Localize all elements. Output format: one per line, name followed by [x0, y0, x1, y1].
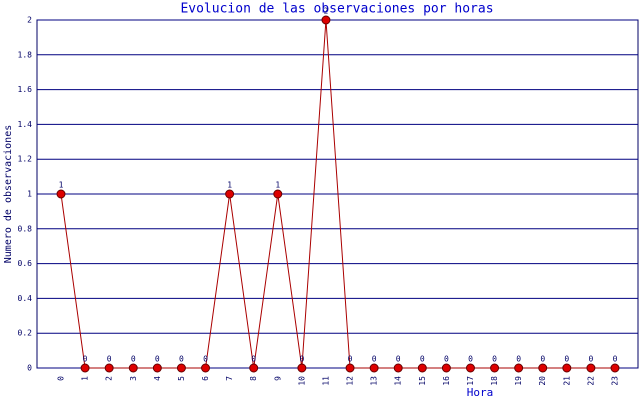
data-label: 2 [324, 7, 329, 16]
x-tick-label: 6 [201, 376, 210, 381]
x-tick-label: 13 [370, 376, 379, 386]
x-tick-label: 3 [129, 376, 138, 381]
data-label: 0 [179, 355, 184, 364]
y-tick-label: 1.4 [18, 120, 33, 129]
x-tick-label: 0 [57, 376, 66, 381]
x-axis-label: Hora [467, 386, 494, 399]
x-tick-label: 17 [466, 376, 475, 386]
data-point [538, 363, 548, 373]
data-label: 0 [83, 355, 88, 364]
x-tick-label: 12 [346, 376, 355, 386]
x-tick-label: 9 [273, 376, 282, 381]
x-tick-label: 15 [418, 376, 427, 386]
data-label: 0 [613, 355, 618, 364]
y-tick-label: 1.2 [18, 155, 33, 164]
x-tick-label: 10 [297, 376, 306, 386]
data-point [176, 363, 186, 373]
data-point [273, 189, 283, 199]
x-tick-label: 20 [538, 376, 547, 386]
y-tick-label: 0.2 [18, 329, 33, 338]
chart-title: Evolucion de las observaciones por horas [180, 2, 493, 17]
data-label: 0 [420, 355, 425, 364]
data-label: 0 [107, 355, 112, 364]
y-axis-label: Numero de observaciones [3, 125, 14, 263]
data-point [321, 15, 331, 25]
data-point [514, 363, 524, 373]
data-point [249, 363, 259, 373]
data-label: 0 [131, 355, 136, 364]
x-tick-label: 1 [81, 376, 90, 381]
y-tick-label: 1.6 [18, 85, 33, 94]
x-tick-label: 19 [514, 376, 523, 386]
data-label: 1 [275, 181, 280, 190]
data-label: 0 [516, 355, 521, 364]
y-tick-label: 0.6 [18, 259, 33, 268]
data-point [417, 363, 427, 373]
data-point [297, 363, 307, 373]
x-tick-label: 21 [562, 376, 571, 386]
y-tick-label: 1.8 [18, 50, 33, 59]
data-point [490, 363, 500, 373]
y-tick-label: 0 [27, 364, 32, 373]
data-label: 0 [203, 355, 208, 364]
data-point [225, 189, 235, 199]
data-label: 0 [492, 355, 497, 364]
x-tick-label: 16 [442, 376, 451, 386]
data-label: 1 [59, 181, 64, 190]
data-point [465, 363, 475, 373]
x-tick-label: 14 [394, 376, 403, 386]
data-point [56, 189, 66, 199]
data-label: 0 [468, 355, 473, 364]
x-tick-label: 11 [321, 376, 330, 386]
x-tick-label: 8 [249, 376, 258, 381]
y-tick-label: 2 [27, 16, 32, 25]
data-label: 0 [540, 355, 545, 364]
data-point [441, 363, 451, 373]
data-point [393, 363, 403, 373]
data-point [369, 363, 379, 373]
data-label: 0 [396, 355, 401, 364]
y-tick-label: 0.8 [18, 224, 33, 233]
x-tick-label: 7 [225, 376, 234, 381]
x-tick-label: 22 [586, 376, 595, 386]
data-label: 0 [564, 355, 569, 364]
data-label: 0 [348, 355, 353, 364]
data-point [104, 363, 114, 373]
data-point [586, 363, 596, 373]
data-point [562, 363, 572, 373]
y-tick-label: 1 [27, 190, 32, 199]
data-label: 0 [444, 355, 449, 364]
y-tick-label: 0.4 [18, 294, 33, 303]
data-label: 0 [155, 355, 160, 364]
x-tick-label: 2 [105, 376, 114, 381]
data-label: 0 [251, 355, 256, 364]
x-tick-label: 5 [177, 376, 186, 381]
x-tick-label: 18 [490, 376, 499, 386]
x-tick-label: 4 [153, 376, 162, 381]
data-label: 0 [588, 355, 593, 364]
data-point [80, 363, 90, 373]
data-point [128, 363, 138, 373]
data-label: 0 [299, 355, 304, 364]
x-tick-label: 23 [611, 376, 620, 386]
data-point [610, 363, 620, 373]
data-point [201, 363, 211, 373]
data-point [345, 363, 355, 373]
data-label: 0 [372, 355, 377, 364]
data-point [152, 363, 162, 373]
data-label: 1 [227, 181, 232, 190]
